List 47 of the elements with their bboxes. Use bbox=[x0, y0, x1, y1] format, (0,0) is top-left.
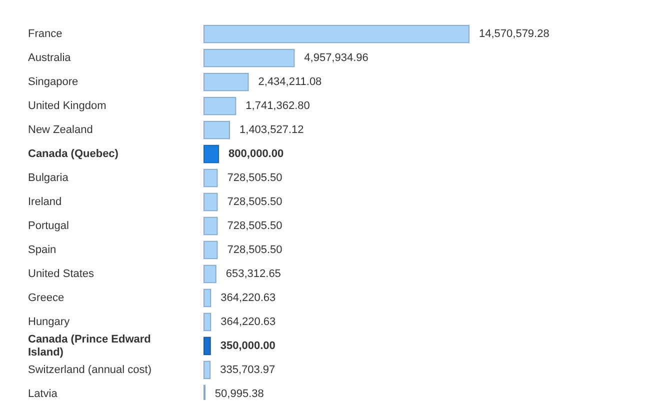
y-tick-label: United Kingdom bbox=[28, 100, 106, 112]
data-label: 50,995.38 bbox=[214, 388, 264, 400]
y-tick-label: Bulgaria bbox=[28, 172, 70, 184]
bar bbox=[204, 192, 218, 212]
data-label: 335,703.97 bbox=[220, 364, 276, 376]
bar bbox=[204, 96, 236, 116]
bar bbox=[204, 240, 218, 260]
bar bbox=[204, 48, 295, 68]
y-tick-label: France bbox=[28, 28, 62, 40]
bar bbox=[204, 336, 211, 356]
bar bbox=[204, 288, 212, 308]
data-label: 728,505.50 bbox=[227, 172, 282, 184]
data-label: 364,220.63 bbox=[220, 292, 276, 304]
data-label: 728,505.50 bbox=[227, 220, 282, 232]
y-tick-label: Greece bbox=[28, 292, 64, 304]
y-tick-label: Portugal bbox=[28, 220, 69, 232]
data-label: 728,505.50 bbox=[227, 244, 282, 256]
y-tick-label: United States bbox=[28, 268, 95, 280]
y-tick-label: Switzerland (annual cost) bbox=[28, 364, 152, 376]
y-tick-label: Spain bbox=[28, 244, 56, 256]
y-tick-label: Singapore bbox=[28, 76, 78, 88]
bar bbox=[204, 144, 220, 164]
data-label: 4,957,934.96 bbox=[304, 52, 368, 64]
data-label: 1,403,527.12 bbox=[240, 124, 304, 136]
bar bbox=[204, 168, 218, 188]
y-tick-label: Canada (Prince Edward Island) bbox=[28, 333, 151, 358]
bar bbox=[204, 360, 211, 380]
data-label: 653,312.65 bbox=[226, 268, 281, 280]
data-label: 14,570,579.28 bbox=[479, 28, 550, 40]
data-label: 350,000.00 bbox=[220, 340, 276, 352]
y-tick-label: Latvia bbox=[28, 388, 58, 400]
y-tick-label: Australia bbox=[28, 52, 72, 64]
bar bbox=[204, 264, 216, 284]
y-tick-label: Canada (Quebec) bbox=[28, 148, 119, 160]
bar bbox=[204, 24, 470, 44]
data-label: 1,741,362.80 bbox=[246, 100, 310, 112]
data-label: 728,505.50 bbox=[227, 196, 282, 208]
y-tick-label: Ireland bbox=[28, 196, 62, 208]
bar bbox=[204, 312, 212, 332]
bar bbox=[204, 216, 218, 236]
bar bbox=[204, 120, 230, 140]
y-tick-label: New Zealand bbox=[28, 124, 93, 136]
bar bbox=[204, 72, 249, 92]
data-label: 2,434,211.08 bbox=[258, 76, 322, 88]
data-label: 800,000.00 bbox=[228, 148, 284, 160]
data-label: 364,220.63 bbox=[220, 316, 276, 328]
y-tick-label: Hungary bbox=[28, 316, 70, 328]
